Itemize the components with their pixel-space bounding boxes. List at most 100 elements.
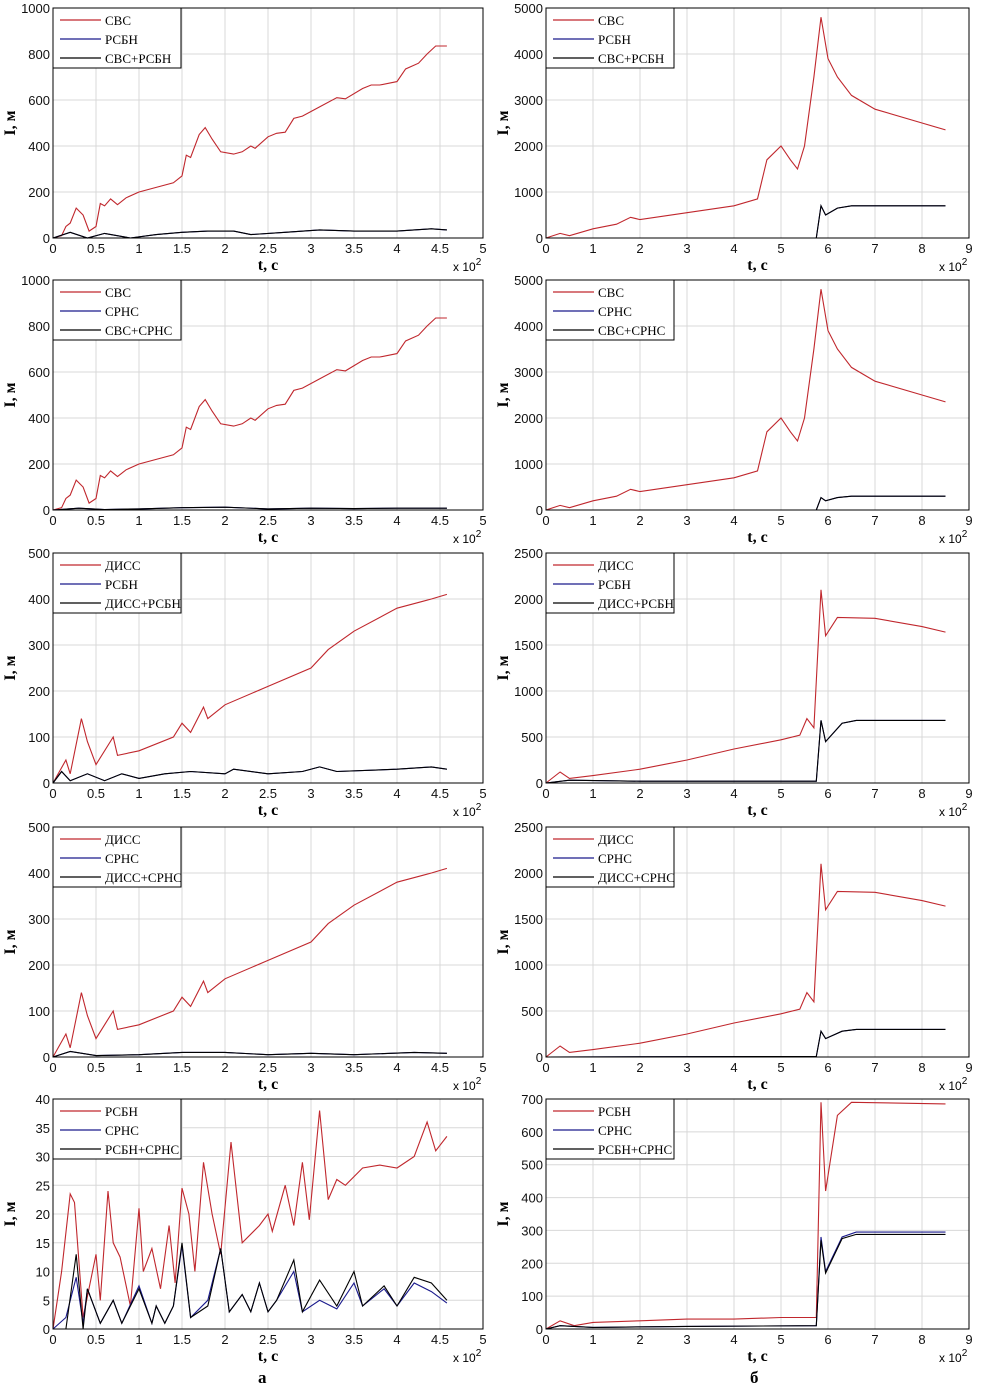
y-tick-label: 2500 bbox=[514, 820, 543, 835]
y-tick-label: 300 bbox=[521, 1223, 543, 1238]
x-tick-label: 4 bbox=[730, 1060, 737, 1075]
x-tick-label: 0.5 bbox=[87, 786, 105, 801]
series-line-СВС bbox=[52, 317, 447, 511]
y-tick-label: 0 bbox=[43, 1050, 50, 1065]
x-axis-label: t, с bbox=[258, 1076, 278, 1093]
x-tick-label: 1 bbox=[589, 1060, 596, 1075]
axes-frame bbox=[52, 7, 484, 239]
x-tick-label: 7 bbox=[871, 1060, 878, 1075]
x-tick-label: 2.5 bbox=[259, 513, 277, 528]
legend-label: СВС bbox=[105, 285, 131, 300]
legend-label: РСБН bbox=[105, 1104, 138, 1119]
legend-label: СРНС bbox=[105, 304, 139, 319]
x-multiplier: x 102 bbox=[939, 529, 968, 546]
axes-frame bbox=[52, 279, 484, 511]
y-tick-label: 1000 bbox=[514, 958, 543, 973]
subplot-5: 0 0.5 1 1.5 2 2.5 3 3.5 4 4.5 50100200300400500ДИС… bbox=[2, 546, 487, 819]
x-tick-label: 4.5 bbox=[431, 241, 449, 256]
x-tick-label: 4.5 bbox=[431, 1332, 449, 1347]
x-tick-label: 1.5 bbox=[173, 1060, 191, 1075]
x-tick-label: 9 bbox=[965, 1060, 972, 1075]
x-multiplier: x 102 bbox=[939, 802, 968, 819]
x-axis-label: t, с bbox=[747, 1076, 767, 1093]
y-tick-label: 2000 bbox=[514, 866, 543, 881]
x-tick-label: 7 bbox=[871, 241, 878, 256]
x-tick-label: 6 bbox=[824, 786, 831, 801]
series-line-ДИСС bbox=[52, 593, 448, 784]
legend: РСБН СРНС РСБН+СРНС bbox=[545, 1098, 675, 1160]
legend-label: СВС bbox=[598, 13, 624, 28]
legend: РСБН СРНС РСБН+СРНС bbox=[52, 1098, 182, 1160]
x-tick-label: 4.5 bbox=[431, 1060, 449, 1075]
y-tick-label: 30 bbox=[36, 1150, 50, 1165]
series-line-СВС bbox=[545, 289, 946, 511]
x-tick-label: 5 bbox=[479, 241, 486, 256]
y-tick-label: 200 bbox=[28, 958, 50, 973]
legend-label: СВС+СРНС bbox=[598, 323, 665, 338]
x-tick-label: 4 bbox=[393, 1332, 400, 1347]
series-line-РСБН bbox=[545, 1101, 946, 1330]
series-line-ДИСС+СРНС bbox=[52, 1050, 447, 1058]
y-tick-label: 100 bbox=[28, 730, 50, 745]
y-tick-label: 400 bbox=[28, 866, 50, 881]
x-tick-label: 0 bbox=[49, 241, 56, 256]
x-tick-label: 6 bbox=[824, 1060, 831, 1075]
x-tick-label: 1.5 bbox=[173, 241, 191, 256]
x-tick-label: 4.5 bbox=[431, 513, 449, 528]
y-tick-label: 600 bbox=[28, 365, 50, 380]
x-tick-label: 1.5 bbox=[173, 513, 191, 528]
legend: ДИСС СРНС ДИСС+СРНС bbox=[52, 826, 182, 888]
x-tick-label: 1 bbox=[135, 241, 142, 256]
legend-label: РСБН bbox=[598, 32, 631, 47]
legend: СВС СРНС СВС+СРНС bbox=[52, 279, 182, 341]
y-tick-label: 40 bbox=[36, 1092, 50, 1107]
y-tick-label: 0 bbox=[536, 1050, 543, 1065]
x-tick-label: 9 bbox=[965, 241, 972, 256]
x-tick-label: 3.5 bbox=[345, 786, 363, 801]
y-tick-label: 2500 bbox=[514, 546, 543, 561]
y-tick-label: 15 bbox=[36, 1236, 50, 1251]
x-tick-label: 2.5 bbox=[259, 1332, 277, 1347]
x-tick-label: 0 bbox=[49, 513, 56, 528]
y-tick-label: 200 bbox=[28, 185, 50, 200]
y-tick-label: 800 bbox=[28, 47, 50, 62]
axes-frame bbox=[52, 826, 484, 1058]
x-tick-label: 2.5 bbox=[259, 786, 277, 801]
subplot-9: 0 0.5 1 1.5 2 2.5 3 3.5 4 4.5 50510152025303540РСБ… bbox=[2, 1092, 487, 1365]
x-tick-label: 2 bbox=[636, 786, 643, 801]
x-multiplier: x 102 bbox=[939, 1348, 968, 1365]
x-tick-label: 3.5 bbox=[345, 1060, 363, 1075]
x-tick-label: 3.5 bbox=[345, 241, 363, 256]
x-tick-label: 0 bbox=[542, 241, 549, 256]
x-tick-label: 1 bbox=[589, 786, 596, 801]
legend-label: ДИСС+СРНС bbox=[105, 870, 182, 885]
x-multiplier: x 102 bbox=[939, 1076, 968, 1093]
subplot-6: 0 1 2 3 4 5 6 7 8 905001000150020002500ДИССРСБНДИ… bbox=[495, 546, 973, 819]
subplot-10: 0 1 2 3 4 5 6 7 8 9 0 100 200 300 400 500 600 700 РСБН СРНС… bbox=[495, 1092, 973, 1365]
x-tick-label: 6 bbox=[824, 241, 831, 256]
axes-frame bbox=[52, 1098, 484, 1330]
x-tick-label: 2 bbox=[221, 241, 228, 256]
series-line-СВС bbox=[52, 45, 447, 239]
series-line-РСБН+СРНС bbox=[545, 1233, 946, 1330]
series-line-СВС+СРНС bbox=[52, 506, 447, 511]
x-tick-label: 3 bbox=[683, 1060, 690, 1075]
x-tick-label: 6 bbox=[824, 1332, 831, 1347]
y-tick-label: 0 bbox=[43, 503, 50, 518]
legend-label: РСБН+СРНС bbox=[598, 1142, 672, 1157]
legend-label: ДИСС+СРНС bbox=[598, 870, 675, 885]
x-multiplier: x 102 bbox=[939, 257, 968, 274]
y-tick-label: 5000 bbox=[514, 273, 543, 288]
y-axis-label: I, м bbox=[495, 929, 512, 954]
y-tick-label: 500 bbox=[28, 546, 50, 561]
x-tick-label: 5 bbox=[777, 1060, 784, 1075]
legend-label: СВС bbox=[598, 285, 624, 300]
legend-label: РСБН bbox=[598, 1104, 631, 1119]
x-tick-label: 4 bbox=[393, 1060, 400, 1075]
y-tick-label: 0 bbox=[43, 1322, 50, 1337]
y-tick-label: 0 bbox=[43, 776, 50, 791]
x-tick-label: 4 bbox=[730, 513, 737, 528]
x-multiplier: x 102 bbox=[453, 257, 482, 274]
caption-a: а bbox=[258, 1368, 267, 1387]
